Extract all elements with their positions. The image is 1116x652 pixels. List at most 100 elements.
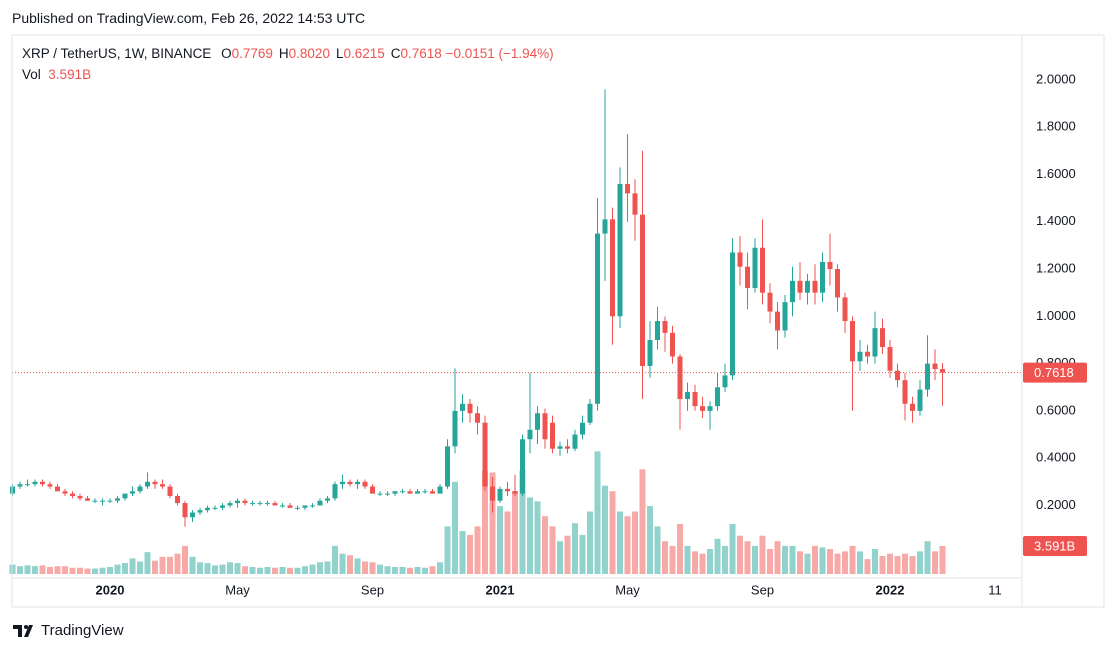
candle-body [32, 481, 38, 485]
candle-body [782, 302, 788, 331]
candle-body [767, 292, 773, 312]
volume-bar [182, 545, 188, 574]
y-tick-label: 0.0000 [1036, 544, 1076, 559]
volume-bar [377, 564, 383, 574]
field-value: 0.7618 [400, 46, 442, 61]
volume-bar [684, 545, 691, 574]
candle-body [40, 481, 45, 485]
candle-body [722, 375, 728, 388]
field-key: C [390, 46, 401, 61]
volume-bar [257, 567, 263, 574]
field-value: 0.7769 [231, 46, 273, 61]
field-value: 0.8020 [288, 46, 330, 61]
volume-bar [459, 531, 466, 574]
candle-body [572, 434, 578, 449]
candle-body [745, 266, 750, 288]
candle-body [520, 439, 525, 494]
field-key: H [278, 46, 289, 61]
volume-bar [437, 562, 443, 574]
volume-bar [827, 549, 833, 574]
volume-bar [617, 511, 623, 574]
candle-body [227, 503, 233, 506]
y-tick-label: 0.2000 [1036, 497, 1076, 512]
candle-body [280, 505, 285, 507]
volume-bar [744, 541, 751, 574]
candle-body [490, 486, 495, 501]
volume-bar [752, 545, 758, 574]
volume-bar [144, 552, 151, 574]
candle-body [812, 280, 818, 293]
candle-body [295, 507, 300, 509]
candle-body [287, 505, 293, 508]
price-label: 0.7618 [1034, 365, 1074, 380]
candle-body [820, 261, 825, 293]
volume-bar [332, 545, 338, 574]
volume-bar [887, 553, 893, 574]
candle-body [857, 351, 863, 362]
volume-bar [167, 556, 173, 574]
candle-body [775, 311, 780, 331]
volume-bar [414, 566, 421, 574]
volume-bar [639, 469, 646, 574]
candle-body [92, 500, 98, 502]
labels: 0.0000 0.2000 0.4000 0.6000 0.8000 1.0000 1.20… [96, 71, 1087, 597]
candle-body [25, 484, 30, 486]
volume-bar [69, 567, 76, 574]
volume-bar [632, 511, 638, 574]
volume-bar [17, 566, 23, 574]
published-note: Published on TradingView.com, Feb 26, 20… [12, 10, 366, 26]
volume-bar [384, 566, 391, 574]
volume-bar [534, 501, 541, 574]
candle-body [842, 297, 848, 322]
candle-body [347, 481, 353, 485]
volume-bar [362, 561, 368, 574]
volume-bar [864, 559, 871, 574]
candle-body [85, 498, 90, 501]
candle-body [460, 403, 465, 411]
volume-bar [399, 566, 406, 574]
candle-body [70, 493, 75, 496]
volume-bar [872, 549, 878, 574]
y-tick-label: 0.6000 [1036, 402, 1076, 417]
candle-body [302, 505, 308, 508]
candle-body [242, 500, 248, 504]
volume-bar [729, 524, 736, 574]
volume-bar [152, 560, 158, 574]
volume-bar [512, 491, 518, 574]
volume-bar [917, 551, 923, 574]
candle-body [535, 413, 540, 430]
volume-bar [519, 470, 526, 574]
field-key: O [221, 46, 232, 61]
volume-bar [767, 549, 773, 574]
candle-body [325, 498, 330, 501]
volume-bar [122, 563, 128, 574]
volume-bar [77, 567, 83, 574]
x-tick-label: 2020 [96, 582, 125, 597]
volume-bar [849, 545, 856, 574]
volume-bar [624, 516, 631, 574]
volume-bar [692, 551, 698, 574]
symbol: XRP / TetherUS, 1W, BINANCE [22, 46, 212, 61]
candle-body [167, 486, 173, 496]
volume-bar [902, 553, 908, 574]
volume-bar [774, 541, 781, 574]
candle-body [77, 495, 83, 499]
price-axis-bg [1022, 35, 1104, 607]
candle-body [917, 389, 923, 411]
candle-body [212, 507, 218, 509]
candle-body [925, 363, 930, 390]
candle-body [707, 406, 713, 411]
candle-body [737, 252, 743, 267]
candle-body [730, 252, 735, 376]
candle-body [137, 486, 143, 492]
volume-bar [759, 535, 766, 574]
volume-bar [834, 553, 841, 574]
candle-body [400, 491, 405, 493]
x-tick-label: 11 [988, 582, 1002, 597]
candle-body [580, 422, 585, 435]
candle-body [610, 219, 615, 317]
candle-body [872, 328, 878, 357]
candle-body [272, 503, 278, 506]
candle-body [655, 321, 660, 340]
x-tick-label: Sep [751, 582, 774, 597]
